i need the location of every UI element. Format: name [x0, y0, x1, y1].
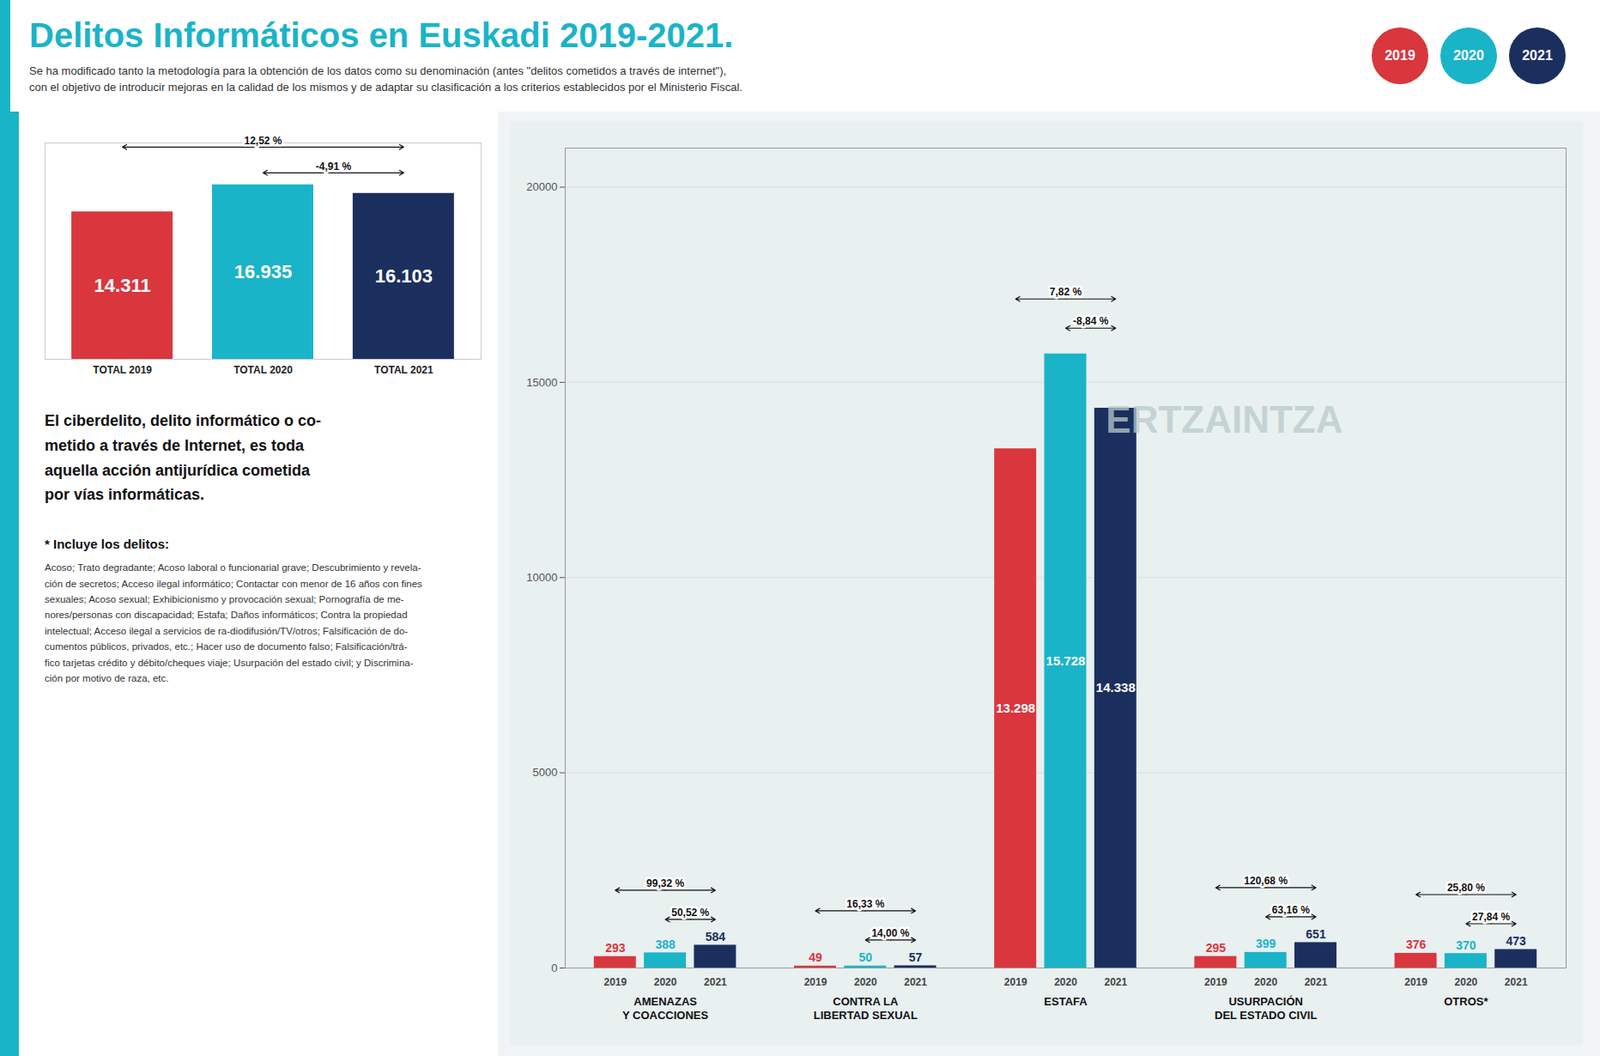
- svg-text:ERTZAINTZA: ERTZAINTZA: [1105, 398, 1343, 441]
- svg-text:388: 388: [654, 937, 676, 952]
- svg-text:0: 0: [551, 961, 558, 975]
- svg-text:2020: 2020: [1254, 975, 1278, 988]
- svg-text:TOTAL 2019: TOTAL 2019: [92, 363, 152, 376]
- svg-text:CONTRA LALIBERTAD SEXUAL: CONTRA LALIBERTAD SEXUAL: [813, 994, 918, 1022]
- svg-text:473: 473: [1506, 933, 1528, 948]
- svg-text:2020: 2020: [1454, 975, 1479, 988]
- svg-text:376: 376: [1406, 937, 1427, 952]
- html-text:2021: 2021: [1522, 48, 1553, 63]
- svg-text:295: 295: [1206, 940, 1227, 955]
- svg-text:651: 651: [1305, 927, 1327, 941]
- html-text:cumentos públicos, privados, e: cumentos públicos, privados, etc.; Hacer…: [44, 641, 408, 652]
- svg-text:5000: 5000: [533, 765, 558, 779]
- svg-text:16.935: 16.935: [234, 260, 292, 283]
- svg-text:2020: 2020: [854, 975, 878, 988]
- svg-text:10000: 10000: [526, 570, 558, 584]
- svg-text:13.298: 13.298: [995, 700, 1036, 716]
- svg-text:14,00 %: 14,00 %: [871, 927, 910, 940]
- svg-text:2019: 2019: [603, 975, 627, 988]
- svg-text:-4,91 %: -4,91 %: [315, 160, 352, 173]
- svg-text:50: 50: [859, 950, 873, 964]
- svg-text:TOTAL 2020: TOTAL 2020: [233, 363, 293, 376]
- svg-text:293: 293: [605, 940, 626, 955]
- html-text:* Incluye los delitos:: * Incluye los delitos:: [44, 536, 170, 552]
- svg-text:2021: 2021: [703, 975, 728, 988]
- svg-text:2019: 2019: [804, 975, 828, 988]
- svg-text:OTROS*: OTROS*: [1443, 994, 1489, 1008]
- svg-text:25,80 %: 25,80 %: [1447, 881, 1485, 894]
- svg-text:49: 49: [808, 950, 823, 964]
- svg-text:2019: 2019: [1204, 975, 1228, 988]
- html-text:Se ha modificado tanto la meto: Se ha modificado tanto la metodología pa…: [29, 64, 743, 94]
- html-text:ción de secretos; Acceso ilega: ción de secretos; Acceso ilegal informát…: [44, 578, 423, 589]
- svg-text:14.338: 14.338: [1096, 679, 1136, 695]
- html-text:2020: 2020: [1453, 48, 1484, 63]
- svg-text:7,82 %: 7,82 %: [1049, 285, 1083, 298]
- svg-text:50,52 %: 50,52 %: [671, 906, 710, 919]
- html-text:nores/personas con discapacida: nores/personas con discapacidad; Estafa;…: [44, 609, 408, 621]
- svg-text:2020: 2020: [654, 975, 678, 988]
- svg-text:14.311: 14.311: [94, 274, 152, 297]
- html-text:El ciberdelito, delito informá: El ciberdelito, delito informático o co-…: [44, 412, 322, 504]
- svg-text:584: 584: [705, 929, 727, 944]
- html-text:ción por motivo de raza, etc.: ción por motivo de raza, etc.: [44, 672, 169, 684]
- svg-text:2020: 2020: [1054, 975, 1078, 988]
- html-text:2019: 2019: [1384, 48, 1416, 63]
- svg-text:ESTAFA: ESTAFA: [1043, 994, 1088, 1008]
- svg-text:20000: 20000: [526, 180, 558, 194]
- svg-text:16,33 %: 16,33 %: [846, 897, 885, 910]
- svg-text:99,32 %: 99,32 %: [646, 877, 685, 890]
- svg-text:2021: 2021: [1103, 975, 1128, 988]
- svg-text:57: 57: [909, 950, 923, 964]
- svg-text:399: 399: [1255, 936, 1277, 951]
- svg-text:2021: 2021: [1304, 975, 1328, 988]
- svg-text:AMENAZASY COACCIONES: AMENAZASY COACCIONES: [622, 994, 709, 1022]
- svg-text:2021: 2021: [903, 975, 928, 988]
- svg-text:2019: 2019: [1404, 975, 1428, 988]
- html-text:fico tarjetas crédito y débito: fico tarjetas crédito y débito/cheques v…: [44, 657, 414, 668]
- svg-text:15.728: 15.728: [1046, 653, 1086, 668]
- svg-text:2021: 2021: [1504, 975, 1528, 988]
- svg-text:2019: 2019: [1004, 975, 1028, 988]
- svg-text:TOTAL 2021: TOTAL 2021: [374, 363, 434, 376]
- html-text:Acoso; Trato degradante; Acoso: Acoso; Trato degradante; Acoso laboral o…: [44, 562, 422, 573]
- svg-text:370: 370: [1455, 938, 1477, 952]
- svg-text:12,52 %: 12,52 %: [243, 134, 282, 147]
- html-text:sexuales; Acoso sexual; Exhibi: sexuales; Acoso sexual; Exhibicionismo y…: [44, 593, 405, 605]
- html-text:Delitos Informáticos en Euskad: Delitos Informáticos en Euskadi 2019-202…: [29, 16, 734, 54]
- svg-text:27,84 %: 27,84 %: [1472, 910, 1510, 923]
- html-text:intelectual; Acceso ilegal a s: intelectual; Acceso ilegal a servicios d…: [44, 625, 408, 636]
- svg-text:USURPACIÓNDEL ESTADO CIVIL: USURPACIÓNDEL ESTADO CIVIL: [1214, 994, 1317, 1022]
- svg-text:-8,84 %: -8,84 %: [1072, 315, 1110, 328]
- svg-text:16.103: 16.103: [375, 265, 433, 287]
- svg-text:63,16 %: 63,16 %: [1272, 903, 1310, 916]
- svg-text:15000: 15000: [526, 375, 558, 389]
- svg-text:120,68 %: 120,68 %: [1243, 874, 1288, 887]
